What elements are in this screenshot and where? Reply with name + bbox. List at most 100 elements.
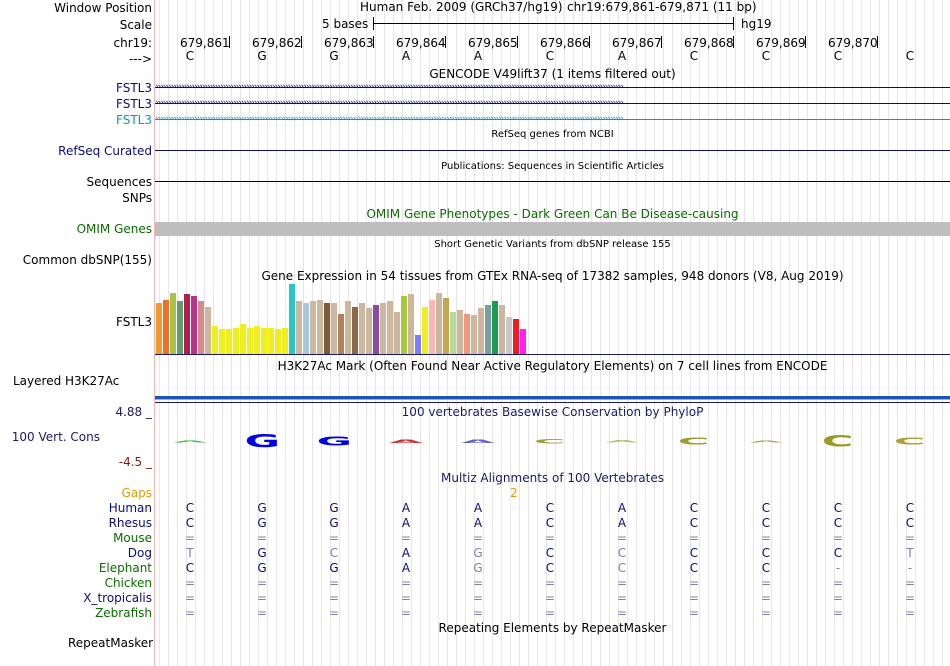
gtex-tissue-bar[interactable] bbox=[499, 305, 505, 354]
gtex-tissue-bar[interactable] bbox=[282, 328, 288, 354]
phylop-base-letter[interactable]: C bbox=[886, 430, 934, 452]
phylop-base-letter[interactable]: C bbox=[814, 430, 862, 452]
gtex-tissue-bar[interactable] bbox=[492, 301, 498, 354]
phylop-base-letter[interactable]: A bbox=[166, 430, 214, 452]
gtex-tissue-bar[interactable] bbox=[205, 307, 211, 354]
gtex-tissue-bar[interactable] bbox=[268, 328, 274, 354]
gencode-gene-label-1[interactable]: FSTL3 bbox=[116, 81, 152, 95]
gtex-tissue-bar[interactable] bbox=[457, 310, 463, 354]
browser-image[interactable]: Human Feb. 2009 (GRCh37/hg19) chr19:679,… bbox=[155, 0, 950, 666]
gtex-tissue-bar[interactable] bbox=[163, 300, 169, 354]
gtex-tissue-bar[interactable] bbox=[345, 301, 351, 354]
gencode-gene-label-2[interactable]: FSTL3 bbox=[116, 97, 152, 111]
gtex-tissue-bar[interactable] bbox=[303, 303, 309, 354]
gtex-tissue-bar[interactable] bbox=[478, 308, 484, 354]
layered-h3k27ac-label[interactable]: Layered H3K27Ac bbox=[13, 374, 120, 388]
omim-genes-label[interactable]: OMIM Genes bbox=[76, 222, 152, 236]
gtex-tissue-bar[interactable] bbox=[436, 293, 442, 354]
gtex-tissue-bar[interactable] bbox=[450, 312, 456, 354]
sequences-label[interactable]: Sequences bbox=[86, 175, 152, 189]
gtex-tissue-bar[interactable] bbox=[513, 319, 519, 354]
gtex-tissue-bar[interactable] bbox=[310, 301, 316, 354]
gtex-tissue-bar[interactable] bbox=[324, 303, 330, 354]
refseq-track-title[interactable]: RefSeq genes from NCBI bbox=[491, 129, 614, 140]
gtex-tissue-bar[interactable] bbox=[233, 328, 239, 354]
gtex-tissue-bar[interactable] bbox=[240, 324, 246, 354]
gtex-gene-label[interactable]: FSTL3 bbox=[116, 315, 152, 329]
gtex-tissue-bar[interactable] bbox=[177, 301, 183, 354]
grid-line bbox=[267, 0, 268, 666]
phylop-base-letter[interactable]: A bbox=[382, 430, 430, 452]
gtex-tissue-bar[interactable] bbox=[387, 301, 393, 354]
gtex-tissue-bar[interactable] bbox=[394, 312, 400, 354]
gtex-bar-chart[interactable] bbox=[155, 284, 535, 354]
gtex-tissue-bar[interactable] bbox=[408, 294, 414, 354]
gtex-tissue-bar[interactable] bbox=[464, 314, 470, 354]
common-dbsnp-label[interactable]: Common dbSNP(155) bbox=[22, 253, 152, 267]
phylop-base-letter[interactable]: G bbox=[238, 430, 286, 452]
gtex-tissue-bar[interactable] bbox=[506, 317, 512, 354]
gtex-tissue-bar[interactable] bbox=[366, 308, 372, 354]
snps-label[interactable]: SNPs bbox=[122, 191, 152, 205]
phylop-base-letter[interactable]: C bbox=[526, 430, 574, 452]
repeatmasker-track-title[interactable]: Repeating Elements by RepeatMasker bbox=[438, 621, 667, 635]
phylop-base-letter[interactable]: G bbox=[310, 430, 358, 452]
gtex-tissue-bar[interactable] bbox=[331, 303, 337, 354]
gtex-tissue-bar[interactable] bbox=[520, 329, 526, 354]
transcript-line[interactable] bbox=[155, 87, 950, 88]
phylop-track-title[interactable]: 100 vertebrates Basewise Conservation by… bbox=[401, 405, 704, 419]
gtex-tissue-bar[interactable] bbox=[485, 305, 491, 354]
gap-count[interactable]: 2 bbox=[510, 486, 518, 500]
gtex-tissue-bar[interactable] bbox=[198, 301, 204, 354]
gtex-tissue-bar[interactable] bbox=[261, 328, 267, 354]
gtex-tissue-bar[interactable] bbox=[219, 329, 225, 354]
gtex-tissue-bar[interactable] bbox=[352, 307, 358, 354]
phylop-base-letter[interactable]: C bbox=[670, 430, 718, 452]
transcript-line[interactable] bbox=[155, 103, 950, 104]
gtex-tissue-bar[interactable] bbox=[380, 303, 386, 354]
h3k27ac-signal-band[interactable] bbox=[155, 396, 950, 399]
gtex-tissue-bar[interactable] bbox=[254, 326, 260, 354]
gtex-tissue-bar[interactable] bbox=[289, 284, 295, 354]
refseq-curated-label[interactable]: RefSeq Curated bbox=[58, 144, 152, 158]
vert-cons-label[interactable]: 100 Vert. Cons bbox=[11, 430, 100, 444]
gtex-tissue-bar[interactable] bbox=[275, 329, 281, 354]
gtex-tissue-bar[interactable] bbox=[443, 298, 449, 354]
alignment-base: A bbox=[617, 501, 627, 515]
gtex-track-title[interactable]: Gene Expression in 54 tissues from GTEx … bbox=[261, 269, 844, 283]
phylop-base-letter[interactable]: A bbox=[742, 430, 790, 452]
h3k27ac-track-title[interactable]: H3K27Ac Mark (Often Found Near Active Re… bbox=[277, 359, 828, 373]
transcript-line[interactable] bbox=[155, 119, 950, 120]
omim-feature-bar[interactable] bbox=[155, 222, 950, 236]
snp-track-title[interactable]: Short Genetic Variants from dbSNP releas… bbox=[434, 239, 671, 250]
gencode-gene-label-3[interactable]: FSTL3 bbox=[116, 113, 152, 127]
gtex-tissue-bar[interactable] bbox=[415, 335, 421, 354]
gtex-tissue-bar[interactable] bbox=[156, 303, 162, 354]
scale-bar-right bbox=[733, 17, 734, 30]
gtex-tissue-bar[interactable] bbox=[191, 296, 197, 354]
gtex-tissue-bar[interactable] bbox=[338, 314, 344, 354]
repeatmasker-label[interactable]: RepeatMasker bbox=[68, 636, 154, 650]
grid-line bbox=[519, 0, 520, 666]
gencode-track-title[interactable]: GENCODE V49lift37 (1 items filtered out) bbox=[429, 67, 676, 81]
gtex-tissue-bar[interactable] bbox=[226, 329, 232, 354]
gtex-tissue-bar[interactable] bbox=[184, 294, 190, 354]
gtex-tissue-bar[interactable] bbox=[471, 315, 477, 354]
pubs-sequence-line[interactable] bbox=[155, 181, 950, 182]
phylop-base-letter[interactable]: A bbox=[598, 430, 646, 452]
gtex-tissue-bar[interactable] bbox=[422, 307, 428, 354]
omim-track-title[interactable]: OMIM Gene Phenotypes - Dark Green Can Be… bbox=[366, 207, 739, 221]
gtex-tissue-bar[interactable] bbox=[296, 301, 302, 354]
refseq-gene-line[interactable] bbox=[155, 150, 950, 151]
gtex-tissue-bar[interactable] bbox=[373, 305, 379, 354]
multiz-track-title[interactable]: Multiz Alignments of 100 Vertebrates bbox=[440, 471, 665, 485]
gtex-tissue-bar[interactable] bbox=[317, 300, 323, 354]
gtex-tissue-bar[interactable] bbox=[429, 300, 435, 354]
gtex-tissue-bar[interactable] bbox=[247, 328, 253, 354]
gtex-tissue-bar[interactable] bbox=[212, 326, 218, 354]
gtex-tissue-bar[interactable] bbox=[170, 293, 176, 354]
gtex-tissue-bar[interactable] bbox=[359, 303, 365, 354]
phylop-base-letter[interactable]: A bbox=[454, 430, 502, 452]
pubs-track-title[interactable]: Publications: Sequences in Scientific Ar… bbox=[441, 161, 664, 172]
gtex-tissue-bar[interactable] bbox=[401, 296, 407, 354]
